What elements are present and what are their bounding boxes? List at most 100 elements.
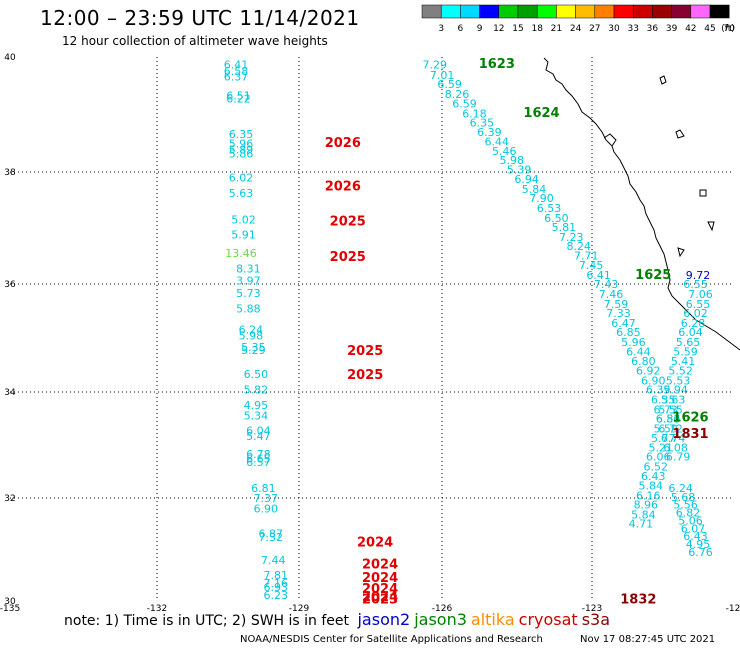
track-time-labels: 2026202620252025202520252024202420242024…	[325, 57, 709, 608]
pass-time-label: 2024	[362, 590, 398, 605]
map-title: 12:00 – 23:59 UTC 11/14/2021	[40, 6, 360, 30]
wave-height-value: 6.02	[683, 307, 708, 320]
wave-height-value: 6.24	[239, 323, 264, 336]
wave-height-value: 5.35	[241, 341, 266, 354]
wave-height-value: 13.46	[225, 247, 257, 260]
wave-height-value: 5.55	[658, 403, 683, 416]
pass-time-label: 1624	[523, 106, 559, 121]
wave-height-value: 5.88	[236, 303, 261, 316]
legend-label: 15	[512, 24, 523, 34]
wave-height-value: 6.55	[686, 298, 711, 311]
lon-tick-label: -132	[147, 604, 167, 614]
pass-time-label: 1623	[479, 57, 515, 72]
pass-time-label: 2024	[362, 557, 398, 572]
wave-height-value: 7.45	[579, 259, 604, 272]
wave-height-value: 6.90	[641, 374, 666, 387]
footer-timestamp: Nov 17 08:27:45 UTC 2021	[580, 634, 716, 645]
satellite-jason2: jason2	[357, 610, 411, 629]
legend-label: 70	[723, 24, 735, 34]
wave-height-value: 6.55	[683, 278, 708, 291]
california-coastline	[543, 57, 740, 351]
island-4	[677, 247, 685, 258]
wave-height-value: 5.39	[507, 163, 532, 176]
wave-height-value: 5.68	[671, 491, 696, 504]
wave-height-value: 6.07	[681, 522, 706, 535]
lat-tick-label: 32	[4, 494, 15, 504]
wave-height-value: 6.28	[681, 317, 706, 330]
legend-label: 33	[627, 24, 638, 34]
wave-height-value: 6.78	[246, 448, 271, 461]
wave-height-value: 6.44	[485, 136, 510, 149]
wave-height-value: 7.16	[264, 577, 289, 590]
legend-label: 36	[647, 24, 659, 34]
wave-height-value: 6.39	[477, 126, 502, 139]
pass-time-label: 1625	[635, 268, 671, 283]
pass-time-label: 1831	[672, 427, 708, 442]
wave-height-value: 6.76	[688, 546, 713, 559]
wave-height-value: 5.21	[648, 441, 673, 454]
wave-height-value: 6.50	[244, 368, 269, 381]
wave-height-value: 7.59	[604, 298, 629, 311]
wave-height-value: 5.98	[239, 329, 264, 342]
legend-label: 9	[477, 24, 483, 34]
wave-height-value: 7.32	[259, 531, 284, 544]
wave-height-value: 7.43	[594, 278, 619, 291]
wave-height-value: 6.79	[666, 451, 691, 464]
wave-height-value: 6.35	[229, 128, 254, 141]
wave-height-value: 5.91	[231, 229, 256, 242]
wave-height-value: 6.24	[668, 482, 693, 495]
satellite-cryosat: cryosat	[518, 610, 578, 629]
wave-height-value: 8.26	[445, 88, 470, 101]
lat-tick-label: 34	[4, 388, 16, 398]
wave-height-value: 5.96	[229, 137, 254, 150]
satellite-s3a: s3a	[581, 610, 611, 629]
wave-height-value: 6.39	[646, 384, 671, 397]
wave-height-value: 5.81	[552, 221, 577, 234]
wave-height-value: 4.95	[686, 538, 711, 551]
lon-tick-label: -135	[0, 604, 20, 614]
lon-tick-label: -12	[726, 604, 740, 614]
color-scale-legend: 3 6 9 12 15 18 21 24 27 30 33 36 39 42 45 70(ft)	[421, 4, 735, 34]
wave-height-value: 5.47	[246, 430, 271, 443]
pass-time-label: 2023	[362, 593, 398, 608]
wave-height-value: 4.95	[244, 399, 269, 412]
wave-height-value: 7.81	[264, 569, 289, 582]
wave-height-value: 6.43	[683, 530, 708, 543]
legend-label: 42	[685, 24, 696, 34]
wave-height-value: 6.65	[246, 452, 271, 465]
pass-time-label: 1626	[672, 410, 708, 425]
island-5	[707, 221, 715, 232]
wave-height-value: 3.97	[236, 274, 261, 287]
legend-swatch	[709, 4, 730, 19]
wave-height-value: 6.90	[254, 502, 279, 515]
wave-height-value: 8.31	[236, 262, 261, 275]
legend-label: 24	[570, 24, 582, 34]
wave-height-value: 6.53	[656, 413, 681, 426]
wave-height-value: 6.81	[251, 482, 276, 495]
wave-height-value: 6.93	[264, 581, 289, 594]
wave-height-value: 5.84	[639, 479, 664, 492]
wave-height-value: 6.08	[663, 441, 688, 454]
wave-height-value: 7.23	[559, 231, 584, 244]
wave-height-value: 5.34	[244, 409, 269, 422]
wave-height-value: 6.51	[226, 89, 251, 102]
wave-height-value: 5.86	[229, 148, 254, 161]
footer-note-row: note: 1) Time is in UTC; 2) SWH is in fe…	[64, 610, 610, 629]
wave-height-value: 5.56	[673, 499, 698, 512]
wave-height-value: 6.58	[224, 65, 249, 78]
lon-tick-label: -129	[289, 604, 310, 614]
pass-time-label: 2025	[347, 344, 383, 359]
wave-height-value: 5.89	[229, 143, 254, 156]
lon-tick-label: -123	[582, 604, 602, 614]
wave-height-value: 6.72	[658, 422, 683, 435]
satellite-legend: jason2 jason3 altika cryosat s3a	[353, 610, 611, 629]
pass-time-label: 1832	[620, 593, 656, 608]
wave-height-value: 5.41	[671, 355, 696, 368]
wave-height-value: 6.80	[631, 355, 656, 368]
wave-height-value: 6.85	[616, 326, 641, 339]
wave-height-value: 5.94	[663, 384, 688, 397]
satellite-altika: altika	[470, 610, 515, 629]
lat-lon-grid	[10, 57, 732, 601]
wave-height-value: 6.23	[264, 589, 289, 602]
footer-note: note: 1) Time is in UTC; 2) SWH is in fe…	[64, 613, 350, 629]
